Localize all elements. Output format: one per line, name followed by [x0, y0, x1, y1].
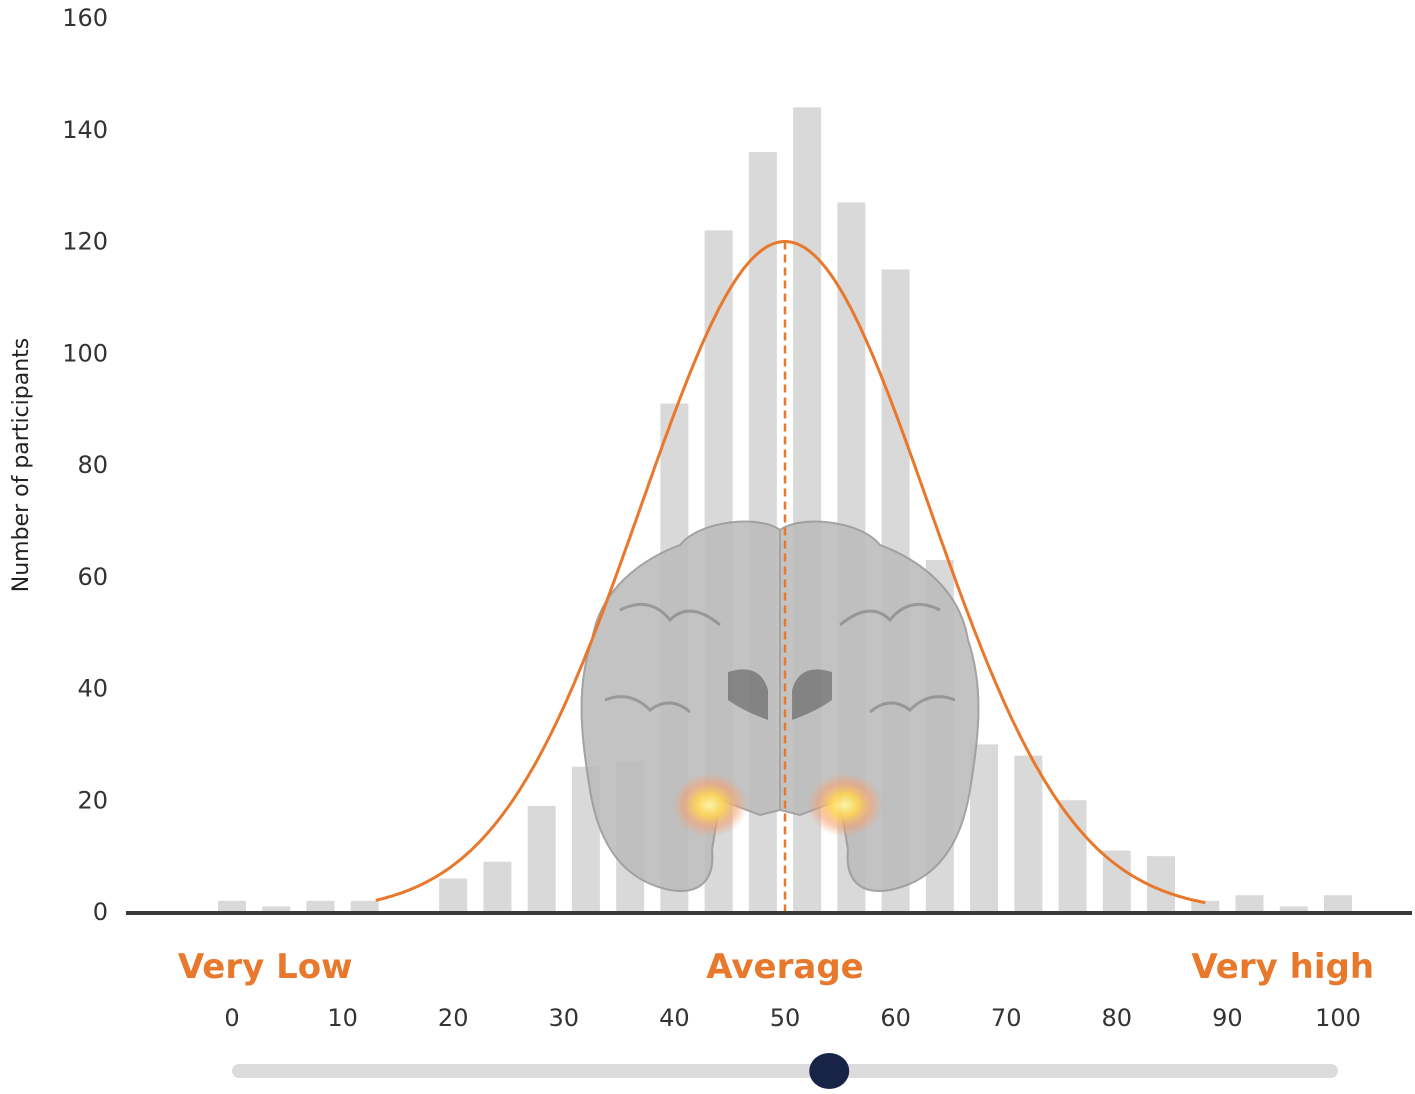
y-tick-label: 80 [77, 451, 108, 479]
slider[interactable] [232, 1053, 1338, 1089]
histogram-bar [306, 900, 335, 912]
zone-label: Very high [1191, 947, 1374, 987]
x-tick-label: 40 [659, 1004, 690, 1032]
histogram-bar [1191, 900, 1220, 912]
x-tick-label: 80 [1102, 1004, 1133, 1032]
x-tick-label: 70 [991, 1004, 1022, 1032]
x-tick-label: 20 [438, 1004, 469, 1032]
zone-labels: Very Low Average Very high [178, 947, 1374, 987]
brain-slice-image [580, 520, 980, 892]
x-tick-label: 0 [224, 1004, 239, 1032]
zone-label: Average [706, 947, 863, 987]
y-tick-label: 40 [77, 675, 108, 703]
histogram-bar [1058, 800, 1087, 912]
x-tick-label: 10 [327, 1004, 358, 1032]
normal-curve [375, 239, 1206, 905]
histogram-bar [1147, 856, 1176, 912]
y-tick-label: 160 [62, 4, 108, 32]
x-tick-labels: 0 10 20 30 40 50 60 70 80 90 100 [224, 1004, 1361, 1032]
histogram-bar [1324, 895, 1352, 912]
histogram-bar [262, 906, 291, 912]
histogram-bar [527, 805, 556, 912]
y-tick-labels: 0 20 40 60 80 100 120 140 160 [62, 4, 108, 926]
y-tick-label: 0 [93, 898, 108, 926]
y-tick-label: 60 [77, 563, 108, 591]
x-tick-label: 30 [549, 1004, 580, 1032]
y-tick-label: 20 [77, 786, 108, 814]
y-tick-label: 140 [62, 116, 108, 144]
histogram-bar [218, 900, 246, 912]
x-tick-label: 50 [770, 1004, 801, 1032]
histogram-bar [1014, 755, 1043, 912]
histogram-bar [1235, 895, 1264, 912]
slider-thumb[interactable] [809, 1053, 850, 1089]
x-tick-label: 90 [1212, 1004, 1243, 1032]
histogram-bar [483, 861, 512, 912]
x-tick-label: 100 [1315, 1004, 1361, 1032]
zone-label: Very Low [178, 947, 353, 987]
histogram-bar [970, 744, 999, 912]
histogram-bar [1102, 850, 1131, 912]
histogram-bar [350, 900, 379, 912]
y-tick-label: 120 [62, 228, 108, 256]
y-tick-label: 100 [62, 339, 108, 367]
y-axis-label: Number of participants [9, 338, 34, 592]
histogram-bar [1279, 906, 1308, 912]
histogram-bar [439, 878, 468, 912]
x-tick-label: 60 [880, 1004, 911, 1032]
